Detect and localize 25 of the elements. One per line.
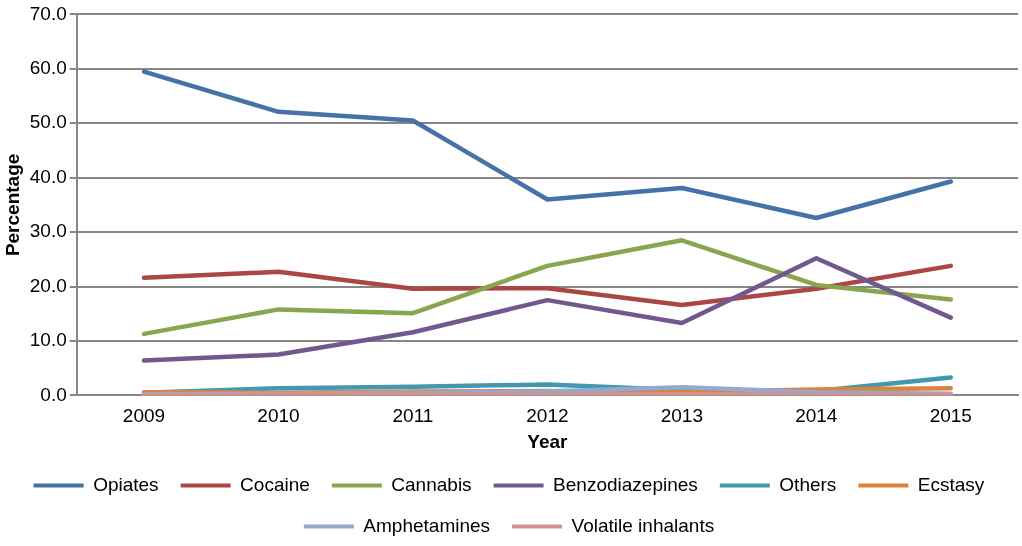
- legend-label: Others: [779, 473, 837, 495]
- legend-label: Volatile inhalants: [571, 514, 715, 536]
- legend-label: Opiates: [93, 473, 159, 495]
- y-tick-label: 40.0: [29, 165, 67, 187]
- legend-label: Ecstasy: [917, 473, 985, 495]
- x-tick-label: 2011: [392, 405, 434, 427]
- x-tick-label: 2014: [795, 405, 838, 427]
- y-tick-label: 30.0: [29, 220, 67, 242]
- y-tick-label: 0.0: [40, 383, 67, 405]
- x-tick-label: 2013: [660, 405, 703, 427]
- legend-label: Cocaine: [240, 473, 310, 495]
- y-tick-label: 70.0: [29, 2, 67, 24]
- y-tick-label: 10.0: [29, 329, 67, 351]
- legend-label: Benzodiazepines: [553, 473, 698, 495]
- x-axis-title: Year: [527, 430, 569, 452]
- x-tick-label: 2015: [929, 405, 972, 427]
- y-tick-label: 50.0: [29, 111, 67, 133]
- x-tick-label: 2009: [122, 405, 166, 427]
- y-tick-label: 20.0: [29, 274, 67, 296]
- x-tick-label: 2012: [526, 405, 569, 427]
- x-tick-label: 2010: [257, 405, 300, 427]
- legend-label: Cannabis: [391, 473, 472, 495]
- legend-label: Amphetamines: [363, 514, 491, 536]
- y-tick-label: 60.0: [29, 57, 67, 79]
- y-axis-title: Percentage: [1, 153, 23, 257]
